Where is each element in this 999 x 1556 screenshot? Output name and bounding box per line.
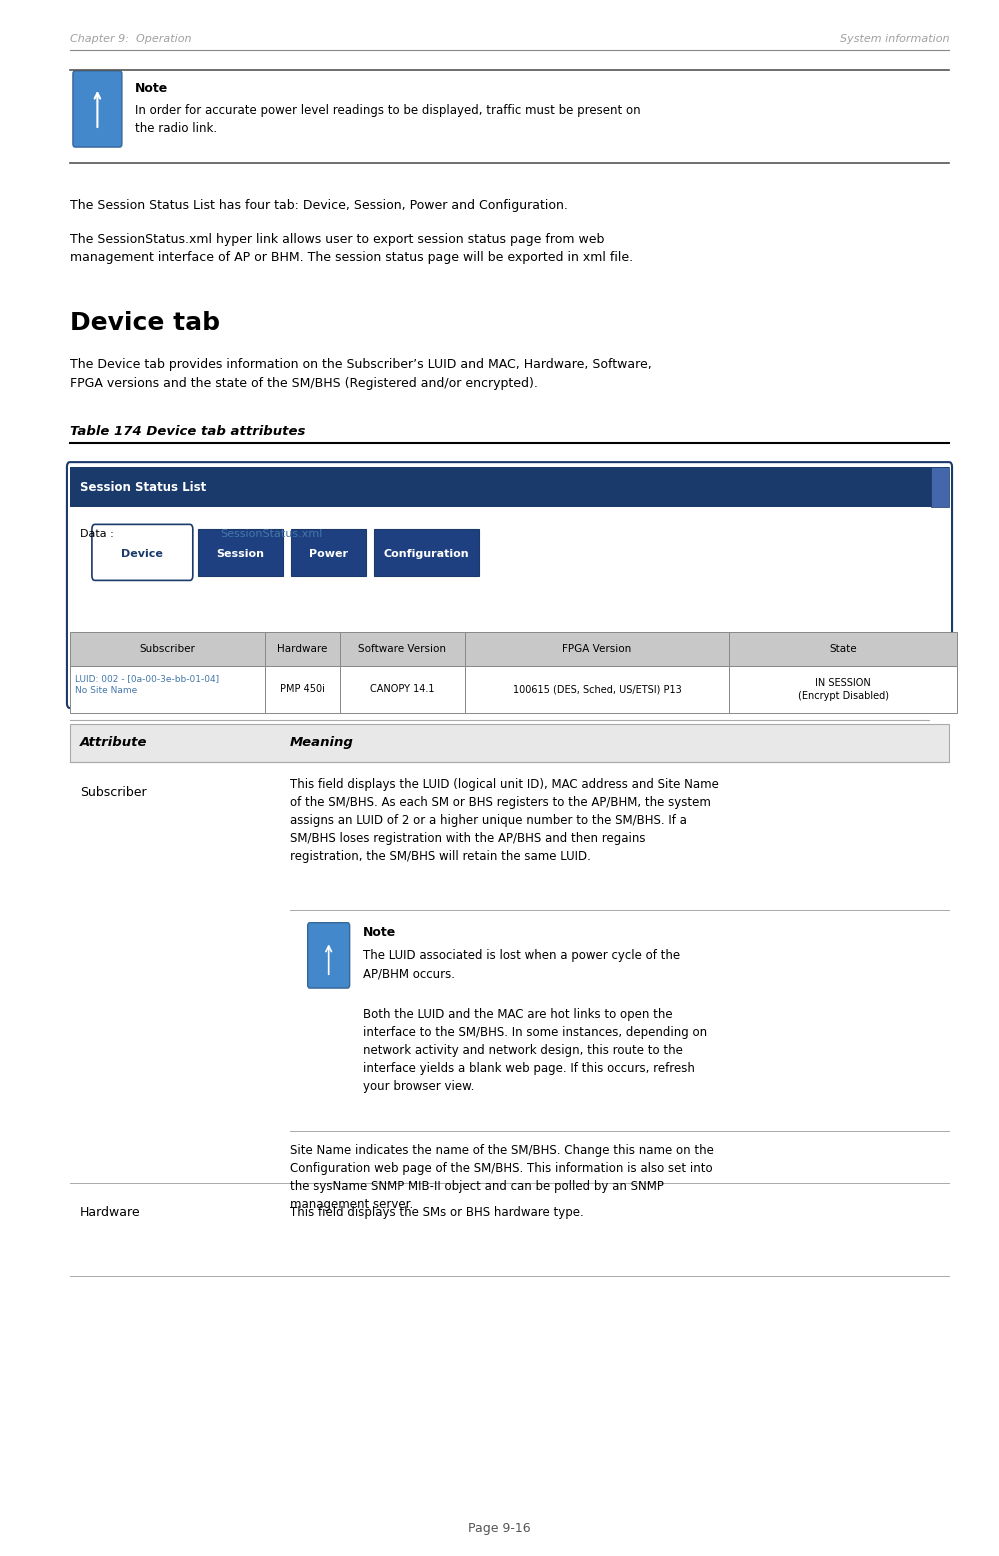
Text: Configuration: Configuration [384, 549, 469, 559]
Text: Hardware: Hardware [277, 644, 328, 654]
Bar [729, 666, 957, 713]
Text: System information: System information [839, 34, 949, 44]
Text: 100615 (DES, Sched, US/ETSI) P13: 100615 (DES, Sched, US/ETSI) P13 [512, 685, 681, 694]
Bar [265, 666, 340, 713]
Text: Table 174 Device tab attributes: Table 174 Device tab attributes [70, 425, 306, 437]
Text: CANOPY 14.1: CANOPY 14.1 [370, 685, 435, 694]
Bar [265, 632, 340, 666]
Text: The LUID associated is lost when a power cycle of the
AP/BHM occurs.: The LUID associated is lost when a power… [363, 949, 679, 980]
Text: Hardware: Hardware [80, 1206, 141, 1218]
Text: This field displays the SMs or BHS hardware type.: This field displays the SMs or BHS hardw… [290, 1206, 583, 1218]
Text: Data :: Data : [80, 529, 114, 538]
Text: Software Version: Software Version [358, 644, 447, 654]
Text: Subscriber: Subscriber [80, 786, 147, 798]
Bar [374, 529, 479, 576]
Bar [465, 632, 729, 666]
Bar [70, 666, 265, 713]
Bar [729, 632, 957, 666]
Bar [931, 467, 949, 507]
Bar [340, 632, 465, 666]
Text: FPGA Version: FPGA Version [562, 644, 631, 654]
FancyBboxPatch shape [308, 923, 350, 988]
Text: The SessionStatus.xml hyper link allows user to export session status page from : The SessionStatus.xml hyper link allows … [70, 233, 633, 265]
Text: In order for accurate power level readings to be displayed, traffic must be pres: In order for accurate power level readin… [135, 104, 640, 135]
Text: LUID: 002 - [0a-00-3e-bb-01-04]
No Site Name: LUID: 002 - [0a-00-3e-bb-01-04] No Site … [75, 674, 219, 694]
Text: IN SESSION
(Encrypt Disabled): IN SESSION (Encrypt Disabled) [797, 678, 889, 700]
Text: Subscriber: Subscriber [140, 644, 195, 654]
FancyBboxPatch shape [73, 70, 122, 148]
Text: Attribute: Attribute [80, 736, 148, 750]
Bar [465, 666, 729, 713]
Text: Note: Note [135, 82, 168, 95]
Text: SessionStatus.xml: SessionStatus.xml [220, 529, 322, 538]
Text: Note: Note [363, 926, 396, 938]
Text: PMP 450i: PMP 450i [280, 685, 325, 694]
Text: This field displays the LUID (logical unit ID), MAC address and Site Name
of the: This field displays the LUID (logical un… [290, 778, 718, 864]
Text: Device: Device [122, 549, 163, 559]
FancyBboxPatch shape [92, 524, 193, 580]
Text: Session Status List: Session Status List [80, 481, 206, 493]
Text: Power: Power [309, 549, 348, 559]
Bar [70, 467, 949, 507]
Bar [198, 529, 283, 576]
Text: Site Name indicates the name of the SM/BHS. Change this name on the
Configuratio: Site Name indicates the name of the SM/B… [290, 1144, 713, 1211]
Bar [70, 724, 949, 762]
Text: Both the LUID and the MAC are hot links to open the
interface to the SM/BHS. In : Both the LUID and the MAC are hot links … [363, 1008, 706, 1094]
Text: Chapter 9:  Operation: Chapter 9: Operation [70, 34, 192, 44]
Bar [340, 666, 465, 713]
Text: Meaning: Meaning [290, 736, 354, 750]
Text: Device tab: Device tab [70, 311, 220, 335]
Bar [70, 632, 265, 666]
Text: Page 9-16: Page 9-16 [469, 1522, 530, 1534]
Text: The Session Status List has four tab: Device, Session, Power and Configuration.: The Session Status List has four tab: De… [70, 199, 567, 212]
FancyBboxPatch shape [67, 462, 952, 708]
Bar [291, 529, 366, 576]
Text: The Device tab provides information on the Subscriber’s LUID and MAC, Hardware, : The Device tab provides information on t… [70, 358, 651, 391]
Text: Session: Session [216, 549, 265, 559]
Text: State: State [829, 644, 857, 654]
